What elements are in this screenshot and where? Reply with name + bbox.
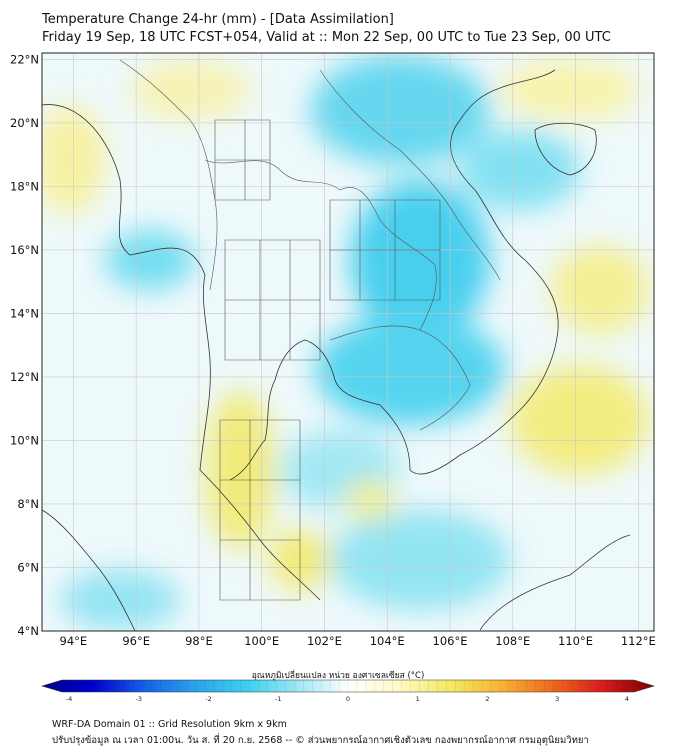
colorbar-tick-label: 4 <box>625 695 629 703</box>
lat-tick-label: 18°N <box>10 179 39 193</box>
colorbar-segments <box>70 680 626 692</box>
colorbar-tick-label: 1 <box>416 695 420 703</box>
lon-tick-label: 110°E <box>558 634 593 648</box>
colorbar-tick-label: 2 <box>485 695 489 703</box>
lat-tick-label: 20°N <box>10 116 39 130</box>
colorbar-tick-label: -4 <box>66 695 72 703</box>
lon-tick-label: 102°E <box>307 634 342 648</box>
latitude-labels: 22°N 20°N 18°N 16°N 14°N 12°N 10°N 8°N 6°N 4°N <box>10 52 39 638</box>
longitude-labels: 94°E 96°E 98°E 100°E 102°E 104°E 106°E 108°E 110… <box>60 634 656 648</box>
colorbar-tick-label: 3 <box>555 695 559 703</box>
chart-title: Temperature Change 24-hr (mm) - [Data As… <box>42 12 394 27</box>
colorbar-tick-label: 0 <box>346 695 350 703</box>
lon-tick-label: 98°E <box>185 634 213 648</box>
province-grid-northeast <box>329 199 441 301</box>
lat-tick-label: 4°N <box>17 624 39 638</box>
lon-tick-label: 108°E <box>495 634 530 648</box>
footer-line-1: WRF-DA Domain 01 :: Grid Resolution 9km … <box>52 719 287 730</box>
province-grid-central <box>224 239 321 361</box>
lat-tick-label: 12°N <box>10 370 39 384</box>
border-cambodia <box>329 325 471 431</box>
temperature-field <box>42 53 654 631</box>
lat-tick-label: 8°N <box>17 497 39 511</box>
colorbar-bar <box>40 679 656 693</box>
coastline-hainan <box>534 122 597 176</box>
province-borders <box>119 59 501 601</box>
coastline-mainland <box>42 69 559 601</box>
colorbar-label: อุณหภูมิเปลี่ยนแปลง หน่วย องศาเซลเซียส (… <box>251 671 425 681</box>
lon-tick-label: 94°E <box>60 634 88 648</box>
coastline-borneo <box>479 534 631 631</box>
province-grid-north <box>214 119 271 201</box>
colorbar-tick-label: -2 <box>205 695 211 703</box>
colorbar-tick-label: -3 <box>136 695 142 703</box>
border-myanmar <box>119 59 218 291</box>
lat-tick-label: 14°N <box>10 306 39 320</box>
lat-tick-label: 16°N <box>10 243 39 257</box>
chart-subtitle: Friday 19 Sep, 18 UTC FCST+054, Valid at… <box>42 30 611 45</box>
colorbar-ticks: -4 -3 -2 -1 0 1 2 3 4 <box>66 695 629 703</box>
coastline-sumatra <box>42 509 136 631</box>
colorbar-tick-label: -1 <box>275 695 281 703</box>
border-thailand-laos <box>204 159 437 331</box>
lon-tick-label: 112°E <box>621 634 656 648</box>
border-laos-vietnam <box>319 69 501 281</box>
lon-tick-label: 100°E <box>244 634 279 648</box>
coastlines <box>42 69 631 631</box>
lon-tick-label: 106°E <box>433 634 468 648</box>
colorbar: -4 -3 -2 -1 0 1 2 3 4 <box>40 679 656 703</box>
plot-frame <box>41 52 655 632</box>
lon-tick-label: 96°E <box>122 634 150 648</box>
footer-line-2: ปรับปรุงข้อมูล ณ เวลา 01:00น. วัน ส. ที่… <box>52 735 589 746</box>
lat-tick-label: 6°N <box>17 560 39 574</box>
lat-tick-label: 10°N <box>10 433 39 447</box>
lon-tick-label: 104°E <box>370 634 405 648</box>
lat-tick-label: 22°N <box>10 52 39 66</box>
province-grid-south <box>219 419 301 601</box>
